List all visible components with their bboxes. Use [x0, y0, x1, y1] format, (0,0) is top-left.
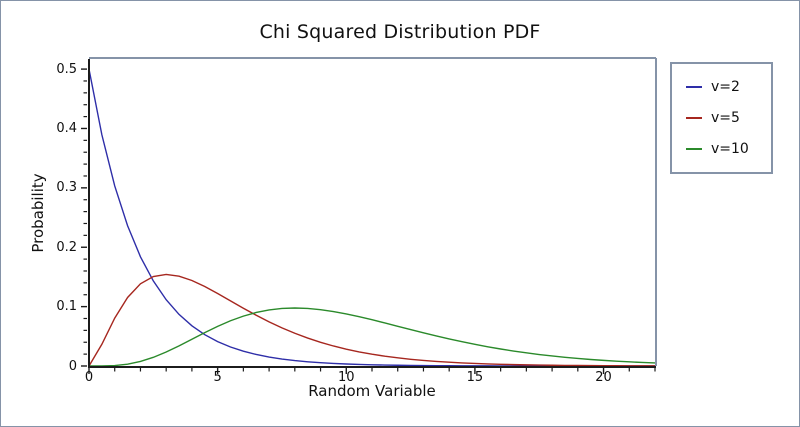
y-tick-label: 0.5 — [56, 61, 77, 77]
curve-v=10 — [88, 307, 656, 367]
x-tick-label: 5 — [213, 370, 222, 385]
curve-v=2 — [88, 68, 655, 367]
y-tick-label: 0 — [68, 358, 77, 374]
legend-label: v=5 — [711, 109, 740, 126]
chart-title: Chi Squared Distribution PDF — [259, 21, 541, 43]
legend-label: v=10 — [711, 140, 749, 157]
legend-entry-v=10: v=10 — [686, 141, 771, 157]
legend: v=2 v=5 v=10 — [670, 62, 773, 174]
x-tick-label: 20 — [595, 370, 612, 385]
legend-entry-v=5: v=5 — [686, 110, 771, 126]
legend-label: v=2 — [711, 79, 740, 96]
x-axis-label: Random Variable — [308, 382, 436, 400]
legend-line-sample — [686, 86, 702, 89]
plot-area — [81, 57, 657, 374]
legend-line-sample — [686, 116, 702, 119]
legend-line-sample — [686, 147, 702, 150]
y-tick-label: 0.3 — [56, 180, 77, 196]
curve-v=5 — [88, 273, 656, 367]
x-tick-label: 0 — [84, 370, 94, 385]
y-tick-label: 0.1 — [56, 299, 77, 315]
x-tick-label: 15 — [466, 370, 484, 385]
y-tick-label: 0.2 — [56, 239, 77, 255]
legend-entry-v=2: v=2 — [686, 79, 771, 95]
x-tick-label: 10 — [337, 370, 355, 385]
y-tick-label: 0.4 — [56, 120, 77, 136]
